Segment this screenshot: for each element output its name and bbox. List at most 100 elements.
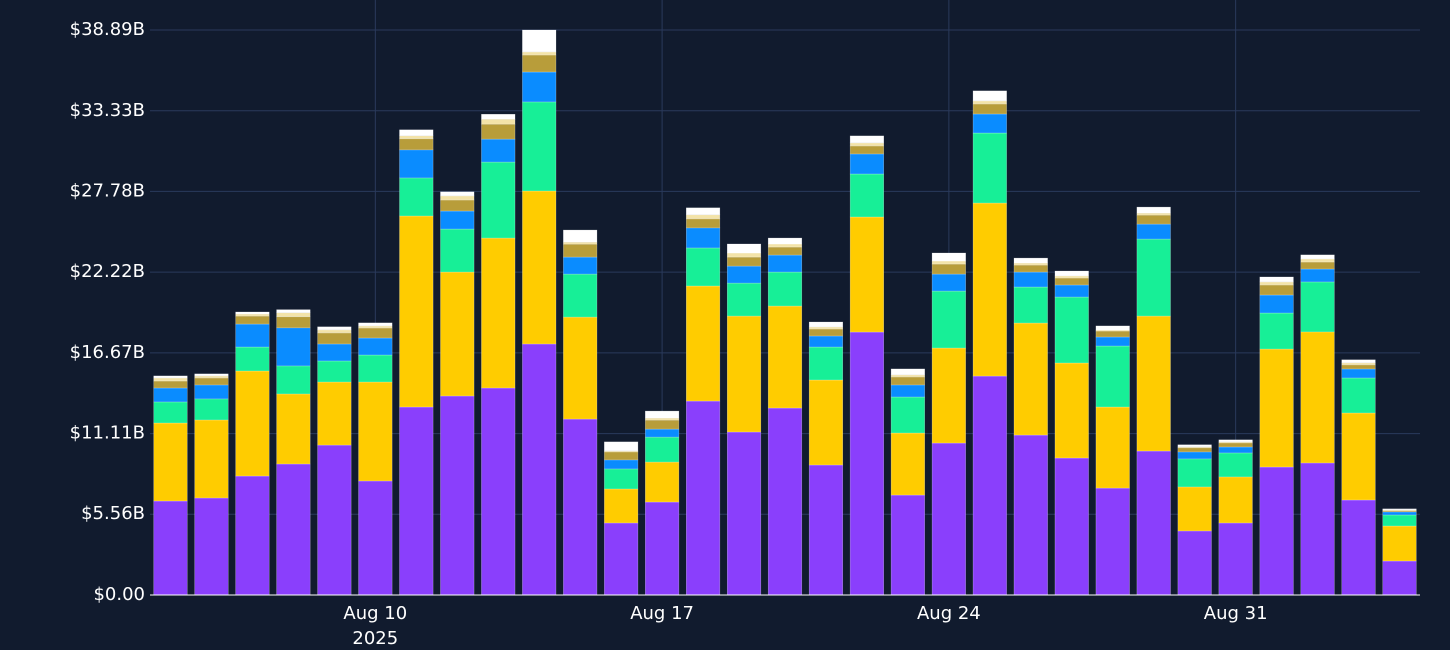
bar-segment	[235, 370, 270, 477]
bar-segment	[808, 379, 844, 466]
bar-segment	[604, 441, 639, 452]
bar-segment	[686, 227, 721, 249]
bar-segment	[604, 522, 639, 596]
bar-segment	[317, 329, 352, 334]
bar-segment	[1341, 499, 1376, 596]
bar-segment	[235, 311, 270, 315]
bar-segment	[399, 149, 434, 179]
bar-segment	[481, 114, 516, 120]
bar-segment	[399, 138, 434, 151]
bar-segment	[645, 461, 680, 503]
bar-segment	[890, 432, 925, 496]
bar-segment	[276, 312, 311, 318]
y-tick-label: $5.56B	[81, 503, 145, 524]
bar-segment	[1300, 462, 1335, 596]
bar-segment	[1095, 330, 1130, 338]
bar-segment	[808, 326, 844, 330]
bar-segment	[1341, 359, 1376, 364]
bar-segment	[1259, 284, 1294, 296]
bar-segment	[1013, 322, 1048, 436]
bar-segment	[563, 243, 598, 258]
bar-segment	[686, 218, 721, 229]
bar-segment	[1095, 329, 1130, 332]
bar-segment	[686, 285, 721, 402]
bar-segment	[645, 417, 680, 421]
bar-segment	[890, 396, 925, 434]
bar-segment	[849, 331, 884, 596]
bar-segment	[1054, 457, 1089, 596]
bar-segment	[604, 488, 639, 524]
bar-segment	[153, 377, 188, 382]
bar-segment	[890, 494, 925, 596]
bar-segment	[1136, 238, 1171, 317]
bar-segment	[1177, 486, 1212, 532]
y-tick-label: $11.11B	[70, 423, 145, 444]
bar-segment	[522, 101, 557, 192]
bar-segment	[645, 501, 680, 596]
y-tick-label: $22.22B	[70, 261, 145, 282]
bar-segment	[1300, 258, 1335, 263]
bar-segment	[890, 374, 925, 378]
bar-segment	[849, 173, 884, 218]
bar-segment	[972, 132, 1007, 204]
bar-segment	[1382, 560, 1417, 596]
bar-segment	[1218, 439, 1253, 443]
bar-segment	[481, 237, 516, 389]
bar-segment	[1177, 458, 1212, 488]
bar-segment	[1259, 276, 1294, 283]
bar-segment	[1054, 284, 1089, 298]
bar-segment	[931, 260, 966, 265]
bar-segment	[440, 271, 475, 397]
bar-segment	[931, 273, 966, 292]
bar-segment	[563, 273, 598, 318]
bar-segment	[440, 191, 475, 197]
bar-segment	[1013, 262, 1048, 266]
bar-segment	[1300, 254, 1335, 260]
bar-segment	[1259, 312, 1294, 350]
bar-segment	[1218, 452, 1253, 478]
bar-segment	[1095, 345, 1130, 408]
bar-segment	[890, 368, 925, 376]
bar-segment	[317, 332, 352, 345]
bar-segment	[235, 323, 270, 348]
bar-segment	[686, 247, 721, 287]
bar-segment	[1341, 412, 1376, 501]
bar-segment	[235, 315, 270, 325]
bar-segment	[153, 380, 188, 389]
bar-segment	[563, 418, 598, 596]
bar-segment	[972, 113, 1007, 134]
bar-segment	[563, 241, 598, 245]
bar-segment	[1300, 331, 1335, 464]
bar-segment	[194, 419, 229, 499]
bar-segment	[1341, 377, 1376, 414]
bar-segment	[931, 290, 966, 349]
bar-segment	[1054, 270, 1089, 277]
bar-segment	[399, 129, 434, 137]
x-tick-label: Aug 10 2025	[343, 603, 408, 649]
bar-segment	[399, 135, 434, 140]
bar-segment	[604, 459, 639, 470]
x-tick-label: Aug 17	[630, 603, 694, 624]
bar-segment	[522, 29, 557, 53]
bar-segment	[726, 315, 762, 433]
bar-segment	[972, 90, 1007, 102]
bar-segment	[1013, 257, 1048, 264]
bar-segment	[1177, 530, 1212, 596]
bar-segment	[317, 444, 352, 596]
bar-segment	[440, 199, 475, 212]
bar-segment	[849, 216, 884, 333]
bar-segment	[604, 468, 639, 490]
bar-segment	[931, 442, 966, 596]
bar-segment	[1300, 281, 1335, 333]
bar-segment	[767, 407, 803, 596]
bar-segment	[1013, 434, 1048, 596]
bar-segment	[645, 410, 680, 419]
bar-segment	[1095, 336, 1130, 347]
bar-segment	[726, 431, 762, 596]
bar-segment	[522, 54, 557, 73]
bar-segment	[522, 343, 557, 596]
bar-segment	[276, 365, 311, 395]
bar-segment	[808, 335, 844, 348]
